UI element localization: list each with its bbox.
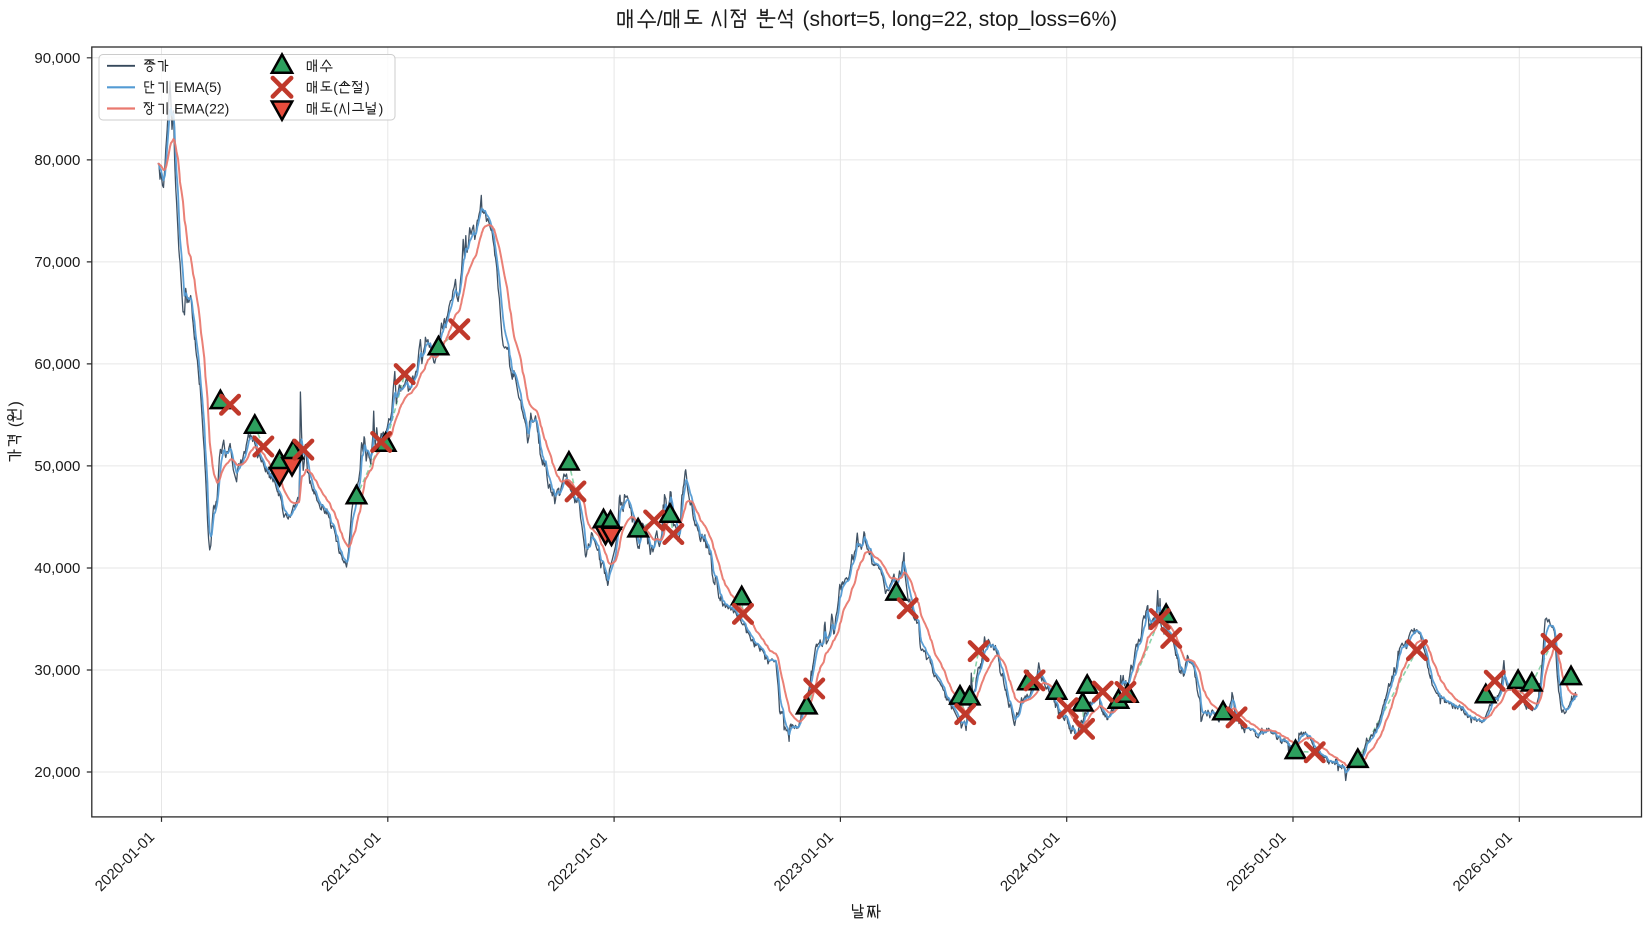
svg-text:80,000: 80,000	[34, 152, 80, 169]
svg-text:): )	[379, 100, 384, 116]
svg-text:stop_loss=6%): stop_loss=6%)	[979, 8, 1117, 31]
svg-text:50,000: 50,000	[34, 458, 80, 475]
svg-text:EMA(22): EMA(22)	[174, 100, 229, 116]
svg-text:60,000: 60,000	[34, 356, 80, 373]
svg-text:long=22,: long=22,	[892, 8, 973, 31]
svg-text:30,000: 30,000	[34, 662, 80, 679]
svg-text:(: (	[7, 421, 24, 427]
svg-text:20,000: 20,000	[34, 764, 80, 781]
svg-text:(: (	[333, 79, 338, 95]
svg-text:/: /	[657, 8, 663, 31]
svg-text:): )	[7, 401, 24, 406]
svg-text:70,000: 70,000	[34, 254, 80, 271]
svg-text:90,000: 90,000	[34, 50, 80, 67]
svg-text:(short=5,: (short=5,	[803, 8, 886, 31]
svg-text:(: (	[333, 100, 338, 116]
svg-text:): )	[365, 79, 370, 95]
svg-text:40,000: 40,000	[34, 560, 80, 577]
svg-text:EMA(5): EMA(5)	[174, 79, 221, 95]
